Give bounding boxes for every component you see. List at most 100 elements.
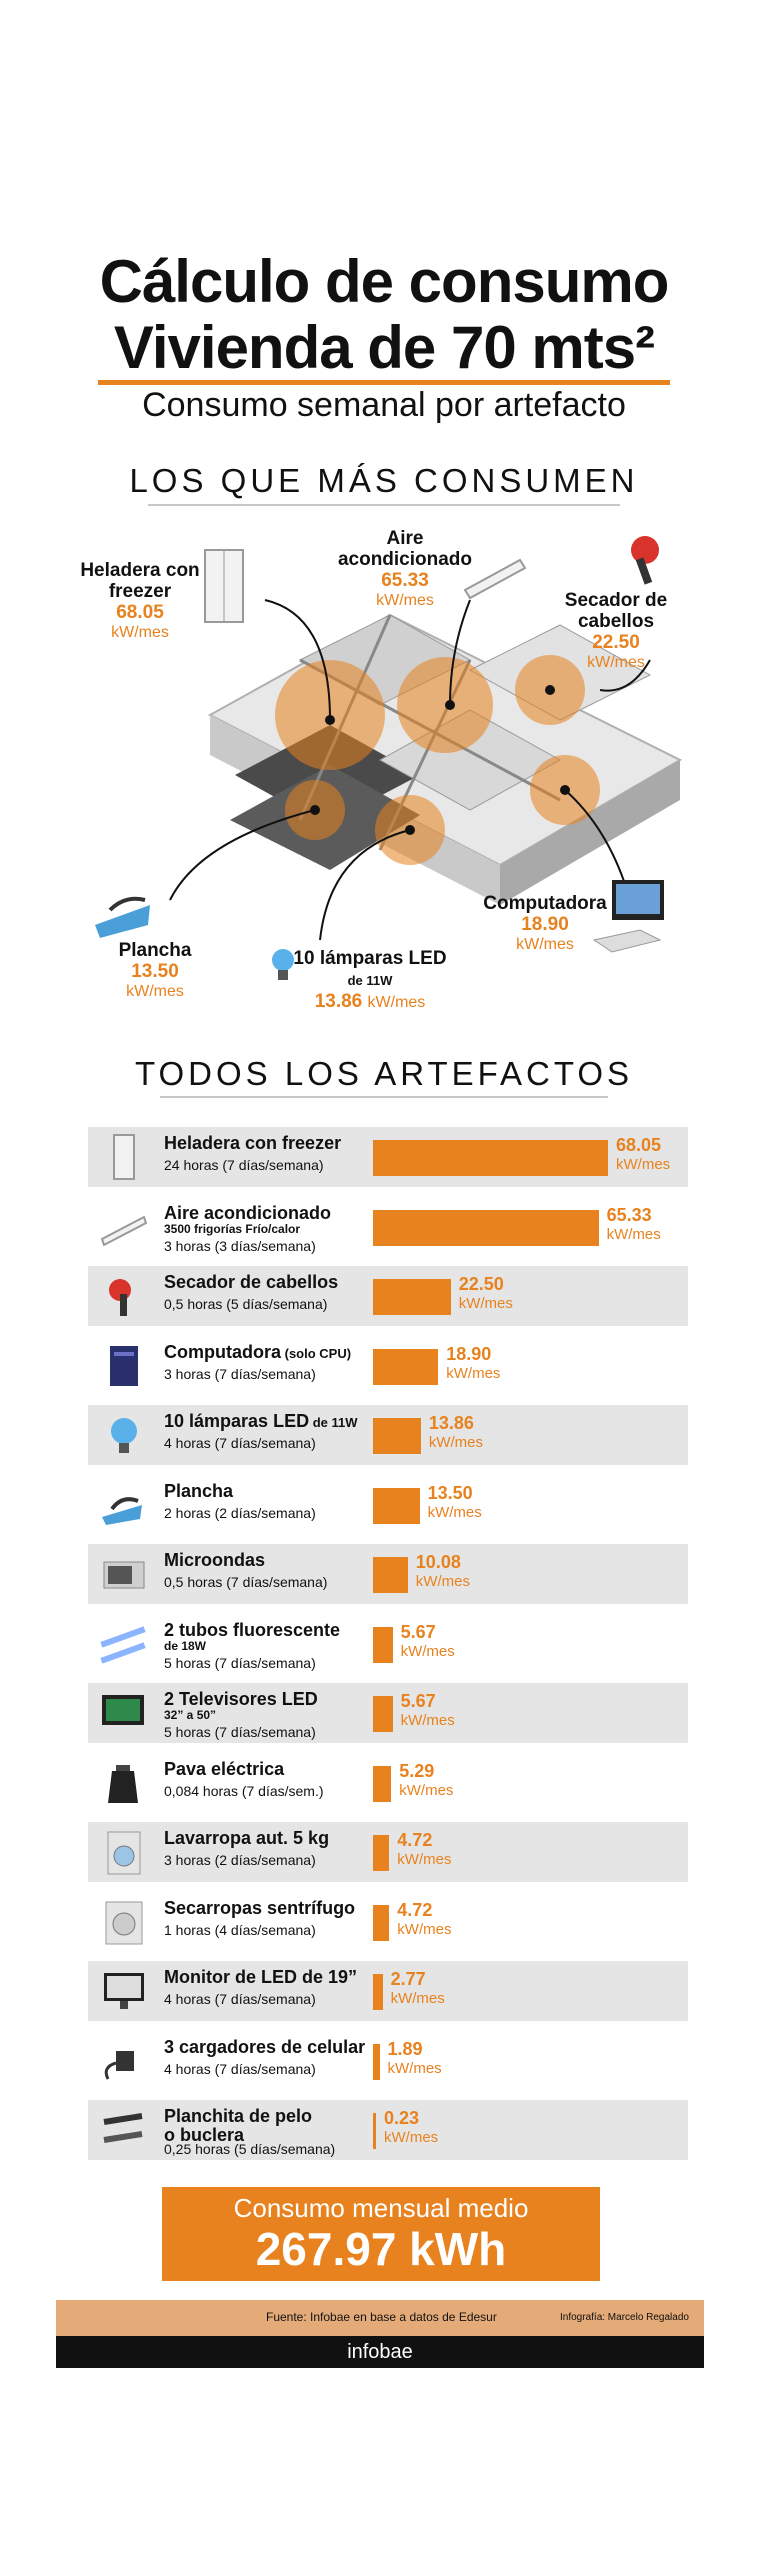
row-name: 2 Televisores LED [164, 1689, 318, 1710]
row-name-text: Monitor de LED de 19” [164, 1967, 358, 1987]
callout-air-conditioner: Aire acondicionado 65.33 kW/mes [330, 528, 480, 610]
bar [373, 1209, 599, 1246]
bar-unit-label: kW/mes [387, 2059, 442, 2077]
bar-unit-label: kW/mes [397, 1920, 452, 1938]
row-name: Secador de cabellos [164, 1272, 338, 1293]
callout-led-unit: kW/mes [367, 994, 426, 1011]
row-name: Plancha [164, 1481, 233, 1502]
air-conditioner-icon [98, 1203, 150, 1251]
callout-ac-unit: kW/mes [376, 592, 434, 609]
row-name-text: Computadora [164, 1341, 281, 1362]
table-row: Lavarropa aut. 5 kg 3 horas (2 días/seman… [88, 1822, 688, 1882]
row-name: Planchita de pelo [164, 2106, 312, 2127]
row-usage-detail: 0,5 horas (5 días/semana) [164, 1296, 328, 1312]
callout-led-lamps: 10 lámparas LED de 11W 13.86 kW/mes [290, 948, 450, 1013]
callout-computer-value: 18.90 [521, 914, 569, 935]
washing-machine-icon [98, 1828, 150, 1876]
row-usage-detail: 5 horas (7 días/semana) [164, 1654, 316, 1671]
callout-fridge-unit: kW/mes [111, 624, 169, 641]
table-row: 2 Televisores LED 32” a 50” 5 horas (7 día… [88, 1683, 688, 1743]
row-name-small: de 11W [309, 1415, 358, 1430]
row-note: de 18W [164, 1638, 207, 1653]
bar-unit-label: kW/mes [384, 2129, 439, 2146]
bar-value-label: 13.50 [427, 1482, 473, 1503]
table-row: 2 tubos fluorescente de 18W 5 horas (7 día… [88, 1614, 688, 1674]
row-name-text: Secarropas sentrífugo [164, 1897, 356, 1918]
bar-unit-label: kW/mes [616, 1156, 671, 1173]
bar-unit-label: kW/mes [428, 1434, 484, 1451]
source-band: Fuente: Infobae en base a datos de Edesu… [56, 2300, 704, 2336]
row-name-text: Aire acondicionado [164, 1202, 332, 1223]
callout-fridge-value: 68.05 [116, 602, 164, 623]
bar-value-label: 68.05 [616, 1135, 662, 1155]
bar [373, 2043, 380, 2080]
subtitle: Consumo semanal por artefacto [142, 386, 626, 424]
led-bulb-icon [272, 949, 294, 980]
row-name-text: Pava eléctrica [164, 1758, 285, 1779]
bar-unit-label: kW/mes [397, 1851, 452, 1868]
table-row: 3 cargadores de celular 4 horas (7 días/s… [88, 2031, 688, 2091]
section-top-consumers-title: LOS QUE MÁS CONSUMEN [129, 462, 639, 499]
row-name-text: 10 lámparas LED [164, 1411, 310, 1431]
row-name-small: (solo CPU) [281, 1345, 352, 1361]
bar-value-label: 4.72 [397, 1899, 433, 1920]
air-conditioner-icon [463, 558, 527, 600]
row-name-text: Planchita de pelo [164, 2106, 313, 2126]
monitor-icon [98, 1967, 150, 2015]
table-row: Microondas 0,5 horas (7 días/semana) 10.08… [88, 1544, 688, 1604]
row-note: 32” a 50” [164, 1708, 217, 1722]
phone-charger-icon [98, 2037, 150, 2085]
bar-unit-label: kW/mes [399, 1781, 454, 1799]
hotspot-markers [169, 599, 651, 941]
bar [373, 2113, 376, 2149]
row-usage-detail: 24 horas (7 días/semana) [164, 1157, 324, 1173]
bar [373, 1696, 393, 1732]
row-usage-detail: 2 horas (2 días/semana) [164, 1504, 316, 1521]
section-all-appliances-title: TODOS LOS ARTEFACTOS [134, 1055, 634, 1092]
bar-unit-label: kW/mes [415, 1573, 470, 1590]
bar-value-label: 4.72 [397, 1830, 433, 1850]
house-illustration [95, 536, 683, 980]
row-name-text: 3 cargadores de celular [164, 2036, 366, 2057]
row-name: Lavarropa aut. 5 kg [164, 1828, 329, 1849]
bar-value-label: 1.89 [387, 2038, 423, 2059]
bar-value-label: 0.23 [384, 2108, 420, 2128]
row-usage-detail: 1 horas (4 días/semana) [164, 1921, 316, 1938]
bar-unit-label: kW/mes [400, 1712, 455, 1729]
callout-hair-dryer: Secador de cabellos 22.50 kW/mes [556, 590, 676, 672]
section-top-divider [148, 504, 620, 506]
callout-iron-name: Plancha [118, 940, 192, 961]
hair-straightener-icon [98, 2106, 150, 2154]
row-note: 3500 frigorías Frío/calor [164, 1221, 301, 1236]
row-usage-detail: 0,5 horas (7 días/semana) [164, 1574, 328, 1590]
table-row: Secador de cabellos 0,5 horas (5 días/sem… [88, 1266, 688, 1326]
credit-text: Infografía: Marcelo Regalado [560, 2312, 689, 2323]
table-row: Planchita de pelo o buclera 0,25 horas (5 … [88, 2100, 688, 2160]
row-name-text: 2 tubos fluorescente [164, 1619, 341, 1640]
bar [373, 1557, 408, 1593]
iron-icon [98, 1481, 150, 1529]
kettle-icon [98, 1759, 150, 1807]
bar-unit-label: kW/mes [606, 1225, 661, 1243]
row-name-text: Plancha [164, 1480, 234, 1501]
row-name: Computadora (solo CPU) [164, 1342, 351, 1363]
row-usage-detail: 4 horas (7 días/semana) [164, 2060, 316, 2077]
row-name-text: Microondas [164, 1550, 266, 1570]
table-row: Pava eléctrica 0,084 horas (7 días/sem.) 5… [88, 1753, 688, 1813]
bar [373, 1974, 383, 2010]
bar-value-label: 5.67 [400, 1621, 436, 1642]
title-line-2: Vivienda de 70 mts² [113, 314, 655, 381]
row-usage-detail: 3 horas (7 días/semana) [164, 1365, 316, 1382]
computer-icon [592, 880, 664, 953]
bar [373, 1279, 451, 1315]
bar-unit-label: kW/mes [458, 1295, 513, 1312]
bar-value-label: 5.29 [399, 1760, 435, 1781]
bar-value-label: 65.33 [606, 1204, 652, 1225]
row-name-text: Secador de cabellos [164, 1272, 339, 1292]
cpu-tower-icon [98, 1342, 150, 1390]
callout-computer-name: Computadora [483, 893, 607, 914]
spin-dryer-icon [98, 1898, 150, 1946]
total-label: Consumo mensual medio [233, 2193, 529, 2223]
hair-dryer-icon [98, 1272, 150, 1320]
fluorescent-tube-icon [98, 1620, 150, 1668]
